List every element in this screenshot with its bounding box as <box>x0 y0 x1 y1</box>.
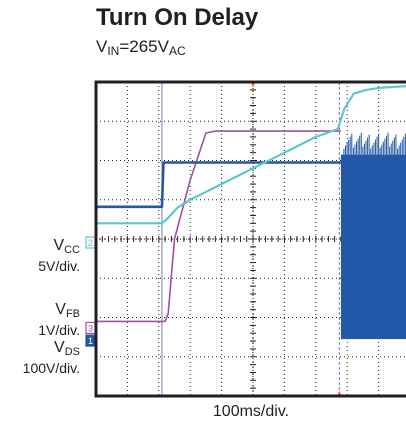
subtitle-sub: IN <box>107 44 120 58</box>
plot-frame <box>94 80 406 398</box>
vds-burst <box>340 154 406 340</box>
vds-trace <box>96 161 341 209</box>
vfb-sub: FB <box>65 308 80 320</box>
vfb-scale: 1V/div. <box>38 322 80 338</box>
vfb-label: VFB 1V/div. <box>38 301 80 339</box>
vcc-sub: CC <box>64 244 80 256</box>
vds-name: V <box>54 339 65 356</box>
channel-markers: 2 3 1 <box>85 236 96 347</box>
vcc-name: V <box>53 237 65 254</box>
channel-marker-id-3: 3 <box>88 323 93 333</box>
subtitle-rest: =265V <box>119 37 169 56</box>
chart-subtitle: VIN=265VAC <box>96 37 186 61</box>
subtitle-sub2: AC <box>168 44 186 58</box>
x-axis-label: 100ms/div. <box>212 403 290 420</box>
vds-label: VDS 100V/div. <box>22 339 80 377</box>
chart-title: Turn On Delay <box>96 4 259 31</box>
vcc-label: VCC 5V/div. <box>38 237 80 275</box>
vcc-scale: 5V/div. <box>38 258 80 274</box>
vfb-name: V <box>55 301 66 318</box>
channel-marker-id-1: 1 <box>88 336 93 346</box>
subtitle-main: V <box>96 37 108 56</box>
vds-scale: 100V/div. <box>22 360 80 376</box>
channel-marker-id-2: 2 <box>88 238 93 248</box>
vcc-trace <box>96 85 406 225</box>
channel-marker-fill-1 <box>86 335 95 347</box>
traces <box>96 85 406 340</box>
vfb-trace <box>96 130 341 323</box>
vds-sub: DS <box>64 346 80 358</box>
